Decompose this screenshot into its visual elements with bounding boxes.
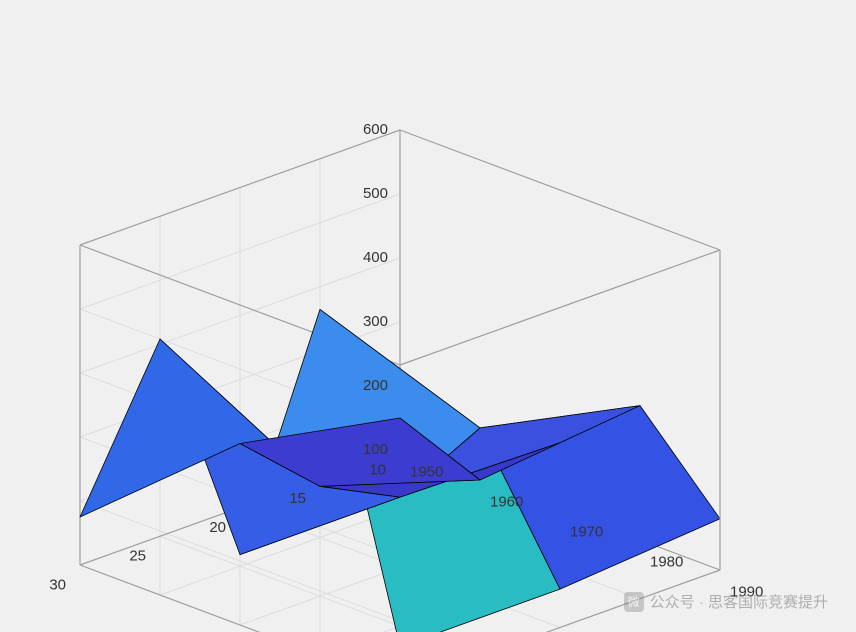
z-tick-label: 100 (363, 441, 388, 458)
surface-plot: 100 200 300 400 500 600 10 15 20 25 30 1950 1960 1970… (0, 0, 856, 632)
x-tick-label: 1980 (650, 553, 683, 570)
y-tick-label: 10 (369, 461, 386, 478)
z-tick-label: 600 (363, 121, 388, 138)
z-tick-label: 400 (363, 249, 388, 266)
z-tick-label: 300 (363, 313, 388, 330)
y-tick-label: 15 (289, 490, 306, 507)
chart-canvas: 100 200 300 400 500 600 10 15 20 25 30 1950 1960 1970… (0, 0, 856, 632)
x-tick-label: 1970 (570, 523, 603, 540)
x-tick-label: 1960 (490, 493, 523, 510)
z-tick-label: 500 (363, 185, 388, 202)
x-tick-label: 1950 (410, 463, 443, 480)
y-tick-label: 25 (129, 548, 146, 565)
z-tick-label: 200 (363, 377, 388, 394)
y-tick-label: 20 (209, 519, 226, 536)
x-tick-label: 1990 (730, 583, 763, 600)
y-tick-label: 30 (49, 576, 66, 593)
